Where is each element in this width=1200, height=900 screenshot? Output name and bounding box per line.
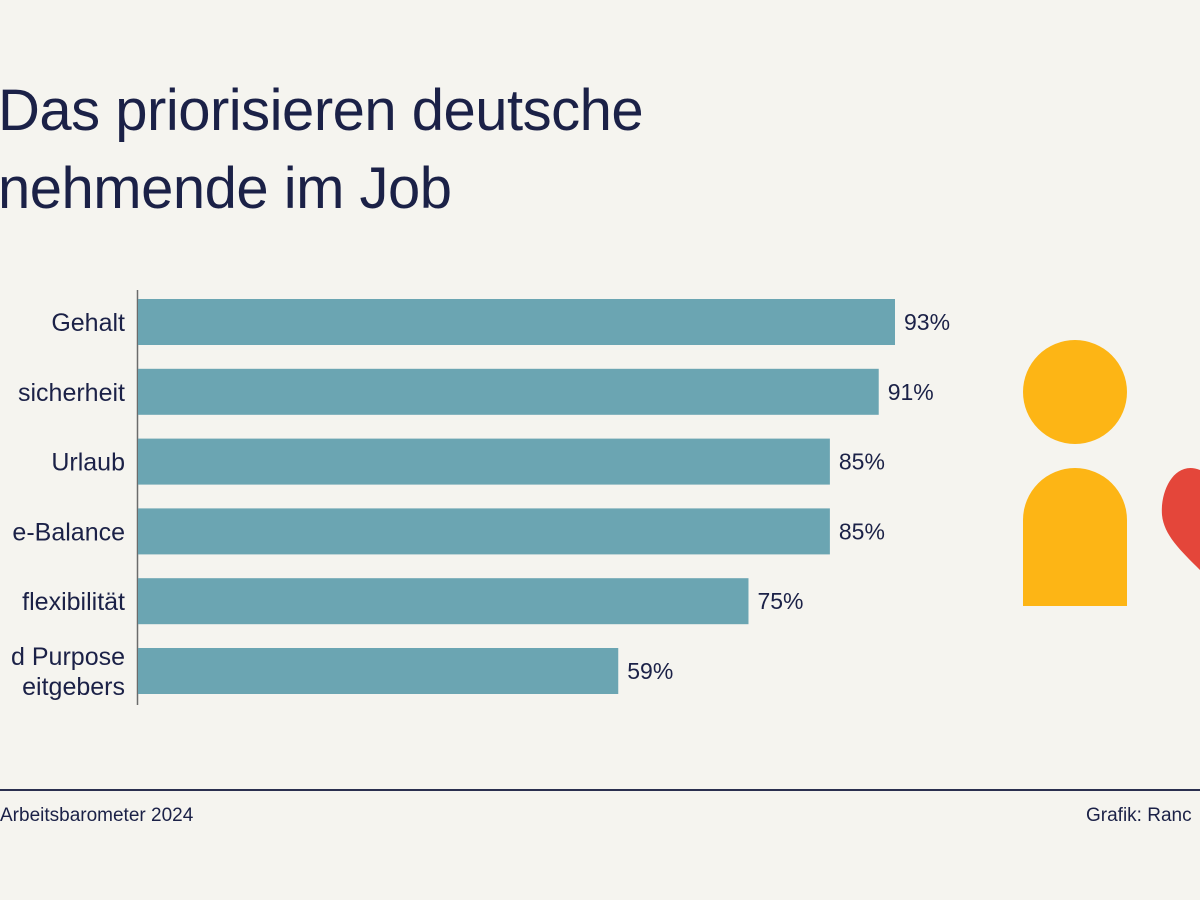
bar [138,368,879,415]
title-line-1: Das priorisieren deutsche [0,78,644,143]
person-body [1023,468,1127,606]
bar [138,299,895,345]
bar [138,578,749,625]
value-label: 75% [757,588,803,614]
category-label: eitgebers [22,673,125,701]
category-label: e-Balance [12,518,125,546]
category-label: d Purpose [11,643,125,671]
heart-icon [1161,468,1200,570]
chart-title: Das priorisieren deutsche nehmende im Jo… [0,72,644,228]
person-head [1023,340,1127,444]
source-text: Arbeitsbarometer 2024 [0,805,194,826]
value-label: 85% [839,449,885,475]
category-label: Urlaub [51,449,125,477]
category-label: flexibilität [22,588,125,616]
bar [138,508,830,555]
bar [138,438,830,485]
title-line-2: nehmende im Job [0,156,452,221]
value-label: 59% [627,658,673,684]
footer-divider [0,789,1200,791]
category-label: sicherheit [18,379,125,407]
bar [138,648,619,694]
value-label: 93% [904,309,950,335]
value-label: 85% [839,518,885,544]
credit-text: Grafik: Ranc [1086,805,1192,826]
category-label: Gehalt [51,309,125,337]
person-icon [1023,340,1127,606]
value-label: 91% [888,379,934,405]
